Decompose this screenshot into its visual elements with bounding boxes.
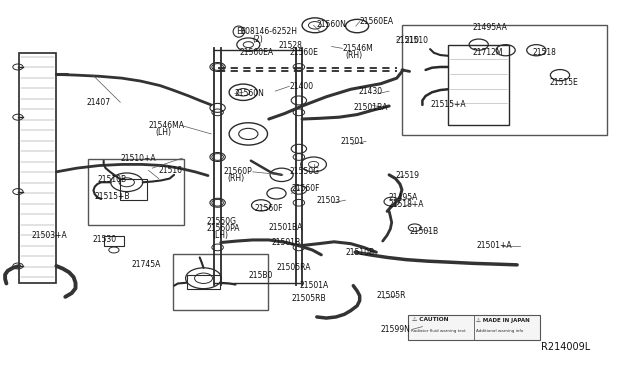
- Bar: [408, 315, 540, 340]
- Text: B: B: [236, 27, 242, 36]
- Text: 21501+A: 21501+A: [477, 241, 513, 250]
- Text: 21560EA: 21560EA: [360, 17, 394, 26]
- Text: 21510: 21510: [396, 36, 420, 45]
- Text: 21745A: 21745A: [131, 260, 161, 269]
- Text: 21519: 21519: [396, 171, 420, 180]
- Text: 21560E: 21560E: [289, 48, 318, 57]
- Text: 21518: 21518: [532, 48, 556, 57]
- Text: 21501BA: 21501BA: [353, 103, 388, 112]
- Text: 21560EA: 21560EA: [240, 48, 274, 57]
- Text: (RH): (RH): [346, 51, 363, 60]
- Bar: [104, 236, 124, 246]
- Text: 21510B: 21510B: [346, 248, 375, 257]
- Text: 21546M: 21546M: [342, 44, 373, 53]
- Text: 21407: 21407: [86, 98, 111, 107]
- Text: (RH): (RH): [227, 174, 244, 183]
- Text: Additional warning info: Additional warning info: [476, 329, 524, 333]
- Text: (2): (2): [253, 35, 264, 44]
- Text: 21501A: 21501A: [300, 281, 329, 290]
- Text: 21560PA: 21560PA: [206, 224, 239, 233]
- Bar: [173, 254, 268, 310]
- Text: 21495A: 21495A: [388, 193, 418, 202]
- Text: 21550G: 21550G: [206, 217, 236, 226]
- Bar: [187, 275, 220, 289]
- Text: 21516: 21516: [159, 166, 183, 175]
- Bar: [402, 25, 607, 135]
- Text: 21515+B: 21515+B: [95, 192, 130, 201]
- Text: Radiator fluid warning text: Radiator fluid warning text: [411, 329, 466, 333]
- Text: 21546MA: 21546MA: [148, 121, 184, 130]
- Text: 21430: 21430: [358, 87, 383, 96]
- Text: 21505RB: 21505RB: [291, 294, 326, 303]
- Text: 21503: 21503: [317, 196, 341, 205]
- Text: 21495AA: 21495AA: [472, 23, 507, 32]
- Text: 21560N: 21560N: [235, 89, 265, 98]
- Text: 21518+A: 21518+A: [388, 200, 424, 209]
- Text: 21510: 21510: [404, 36, 429, 45]
- Text: 21503+A: 21503+A: [32, 231, 68, 240]
- Text: 21400: 21400: [289, 82, 314, 91]
- Text: 21510+A: 21510+A: [120, 154, 156, 163]
- Text: 21550G: 21550G: [289, 167, 319, 176]
- Text: B08146-6252H: B08146-6252H: [240, 27, 297, 36]
- Text: 21560P: 21560P: [224, 167, 253, 176]
- Text: 21501: 21501: [340, 137, 365, 146]
- Text: 21501B: 21501B: [272, 238, 301, 247]
- Text: 21505RA: 21505RA: [276, 263, 311, 272]
- Text: ⚠ CAUTION: ⚠ CAUTION: [412, 317, 448, 322]
- Text: 21712M: 21712M: [472, 48, 503, 57]
- Text: 21515E: 21515E: [549, 78, 578, 87]
- Text: (LH): (LH): [212, 231, 228, 240]
- Bar: [19, 53, 56, 283]
- Text: 215B0: 215B0: [248, 271, 273, 280]
- Text: 21515+A: 21515+A: [430, 100, 466, 109]
- Bar: [120, 179, 147, 200]
- Bar: [88, 159, 184, 225]
- Text: 21501BA: 21501BA: [269, 223, 303, 232]
- Text: 21510B: 21510B: [97, 175, 127, 184]
- Text: 21530: 21530: [93, 235, 117, 244]
- Text: R214009L: R214009L: [541, 342, 590, 352]
- Text: (LH): (LH): [156, 128, 172, 137]
- Bar: [448, 45, 509, 125]
- Text: 21599N: 21599N: [381, 325, 411, 334]
- Text: 21560N: 21560N: [317, 20, 347, 29]
- Text: 21560F: 21560F: [255, 204, 284, 213]
- Text: ⚠ MADE IN JAPAN: ⚠ MADE IN JAPAN: [476, 317, 530, 323]
- Text: 21505R: 21505R: [376, 291, 406, 300]
- Text: 21528: 21528: [278, 41, 302, 50]
- Text: 21560F: 21560F: [291, 185, 320, 193]
- Text: 21501B: 21501B: [410, 227, 439, 236]
